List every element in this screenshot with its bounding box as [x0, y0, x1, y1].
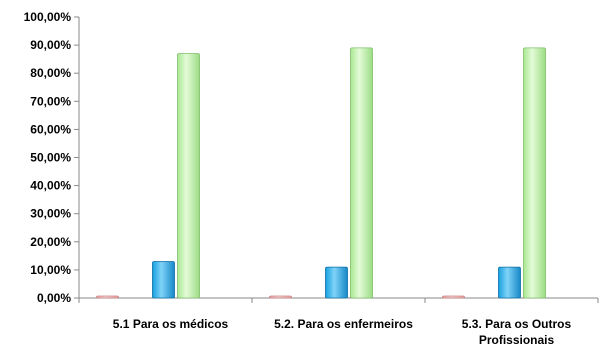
y-tick-label: 50,00%	[30, 151, 71, 165]
y-tick-label: 100,00%	[24, 10, 72, 24]
y-tick-label: 40,00%	[30, 179, 71, 193]
bar-series-3-cat-3	[523, 47, 546, 299]
bar-series-3-cat-1	[177, 53, 200, 299]
y-axis: 0,00% 10,00% 20,00% 30,00% 40,00% 50,00% 60,00…	[24, 10, 80, 305]
y-tick-label: 30,00%	[30, 207, 71, 221]
x-category-label: 5.1 Para os médicos	[113, 317, 229, 331]
bar-series-2-cat-2	[325, 266, 348, 299]
bar-series-2-cat-3	[498, 266, 521, 299]
bar-series-1-cat-1	[96, 295, 119, 299]
y-tick-label: 60,00%	[30, 122, 71, 136]
x-category-label: 5.3. Para os Outros	[462, 317, 572, 331]
bar-series-3-cat-2	[350, 47, 373, 299]
bars	[96, 47, 546, 299]
y-tick-label: 20,00%	[30, 235, 71, 249]
y-tick-label: 0,00%	[37, 291, 71, 305]
y-tick-label: 10,00%	[30, 263, 71, 277]
bar-series-1-cat-3	[442, 295, 465, 299]
x-category-label: Profissionais	[479, 333, 555, 347]
bar-series-2-cat-1	[152, 261, 175, 299]
x-category-label: 5.2. Para os enfermeiros	[274, 317, 413, 331]
x-axis: 5.1 Para os médicos 5.2. Para os enfermei…	[78, 297, 599, 347]
bar-series-1-cat-2	[269, 295, 292, 299]
y-tick-label: 80,00%	[30, 66, 71, 80]
y-tick-label: 90,00%	[30, 38, 71, 52]
y-tick-label: 70,00%	[30, 94, 71, 108]
